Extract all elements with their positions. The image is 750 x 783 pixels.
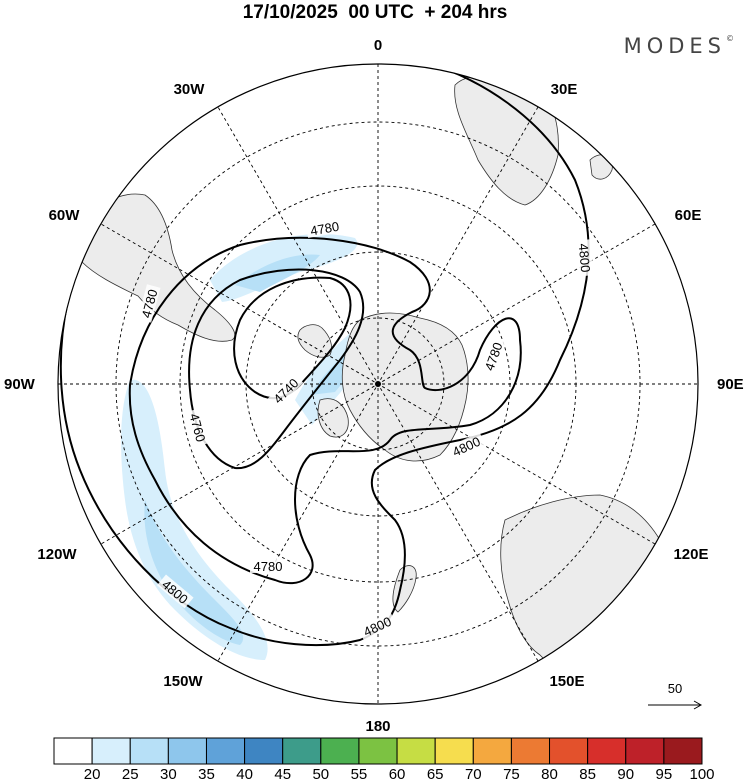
jet-shade-region xyxy=(144,500,244,645)
south-pole-marker xyxy=(375,381,381,387)
vector-scale-label: 50 xyxy=(668,681,682,696)
label-mask xyxy=(186,408,210,447)
lon-label-180: 180 xyxy=(365,718,390,735)
map-border xyxy=(57,63,699,705)
contour-4780 xyxy=(128,236,522,585)
contour-label-4780: 4780 xyxy=(254,559,283,574)
vector-scale: 50 xyxy=(648,681,703,710)
colorbar-tick-label: 65 xyxy=(426,766,444,783)
colorbar-swatch xyxy=(396,737,436,765)
colorbar-swatch xyxy=(91,737,131,765)
colorbar-swatch xyxy=(129,737,169,765)
colorbar-tick-label: 50 xyxy=(312,766,330,783)
colorbar-swatch xyxy=(320,737,360,765)
contour-label-4800: 4800 xyxy=(576,243,593,273)
colorbar-tick-label: 55 xyxy=(350,766,368,783)
colorbar-tick-label: 75 xyxy=(503,766,520,783)
contour-label-4800: 4800 xyxy=(361,614,394,640)
lon-label-30e: 30E xyxy=(551,81,578,98)
longitude-labels: 0 30E 60E 90E 120E 150E 180 150W 120W 90… xyxy=(4,37,744,735)
label-mask xyxy=(305,218,344,239)
jet-shade-region xyxy=(235,254,320,292)
contour-label-4760: 4760 xyxy=(186,412,208,444)
colorbar-swatch xyxy=(434,737,474,765)
colorbar-tick-label: 45 xyxy=(274,766,292,783)
colorbar-tick-label: 40 xyxy=(236,766,253,783)
contour-label-4780: 4780 xyxy=(139,288,161,320)
copyright-mark: © xyxy=(726,34,734,43)
contour-label-4800: 4800 xyxy=(450,434,483,460)
colorbar-swatch xyxy=(510,737,551,765)
lon-label-150w: 150W xyxy=(163,673,203,690)
colorbar-swatch xyxy=(53,737,93,765)
vector-arrow-head xyxy=(693,700,703,710)
colorbar xyxy=(53,737,703,765)
label-mask xyxy=(446,432,486,461)
colorbar-swatch xyxy=(472,737,512,765)
label-mask xyxy=(267,372,304,409)
colorbar-swatch xyxy=(282,737,322,765)
contour-4760 xyxy=(188,268,365,470)
lon-label-30w: 30W xyxy=(174,81,206,98)
label-mask xyxy=(137,284,161,323)
lon-label-60e: 60E xyxy=(675,207,702,224)
colorbar-tick-label: 20 xyxy=(83,766,101,783)
jet-shade-region xyxy=(121,379,268,660)
colorbar-swatch xyxy=(205,737,246,765)
colorbar-swatch xyxy=(663,737,703,765)
colorbar-tick-label: 70 xyxy=(464,766,482,783)
modes-logo: MODES© xyxy=(624,34,734,58)
contour-label-4780: 4780 xyxy=(482,340,506,372)
colorbar-swatch xyxy=(587,737,627,765)
colorbar-tick-label: 60 xyxy=(388,766,406,783)
colorbar-tick-label: 80 xyxy=(541,766,558,783)
colorbar-swatch xyxy=(625,737,665,765)
colorbar-swatch xyxy=(244,737,284,765)
label-mask xyxy=(576,239,594,277)
colorbar-swatch xyxy=(549,737,589,765)
madagascar xyxy=(589,154,613,180)
chart-title: 17/10/2025 00 UTC + 204 hrs xyxy=(242,2,508,23)
brand-text: MODES xyxy=(623,34,726,58)
lon-label-90w: 90W xyxy=(4,376,36,393)
label-mask xyxy=(480,337,506,376)
contour-label-4780: 4780 xyxy=(309,219,340,239)
colorbar-swatch xyxy=(358,737,398,765)
colorbar-tick-label: 85 xyxy=(579,766,596,783)
lon-label-0: 0 xyxy=(374,37,382,54)
wind-speed-shading xyxy=(121,234,382,660)
map-disk: 4740 4760 4780 4780 4780 4780 4800 4800 … xyxy=(58,64,698,704)
label-mask xyxy=(250,559,286,573)
label-mask xyxy=(156,574,194,609)
south-america xyxy=(72,193,236,342)
new-zealand xyxy=(392,565,417,613)
lon-label-150e: 150E xyxy=(549,673,584,690)
lon-label-60w: 60W xyxy=(49,207,81,224)
colorbar-swatch xyxy=(167,737,207,765)
label-mask xyxy=(357,612,397,641)
lon-label-90e: 90E xyxy=(717,376,744,393)
colorbar-tick-label: 100 xyxy=(689,766,715,783)
lon-label-120e: 120E xyxy=(673,546,708,563)
africa-landmass xyxy=(454,74,559,206)
colorbar-tick-label: 95 xyxy=(655,766,673,783)
colorbar-tick-label: 35 xyxy=(198,766,215,783)
australia xyxy=(500,494,665,661)
antarctic-peninsula xyxy=(297,324,332,358)
colorbar-tick-label: 30 xyxy=(160,766,177,783)
colorbar-tick-label: 90 xyxy=(617,766,635,783)
lon-label-120w: 120W xyxy=(37,546,77,563)
colorbar-tick-label: 25 xyxy=(121,766,139,783)
antarctica-west xyxy=(317,398,349,438)
